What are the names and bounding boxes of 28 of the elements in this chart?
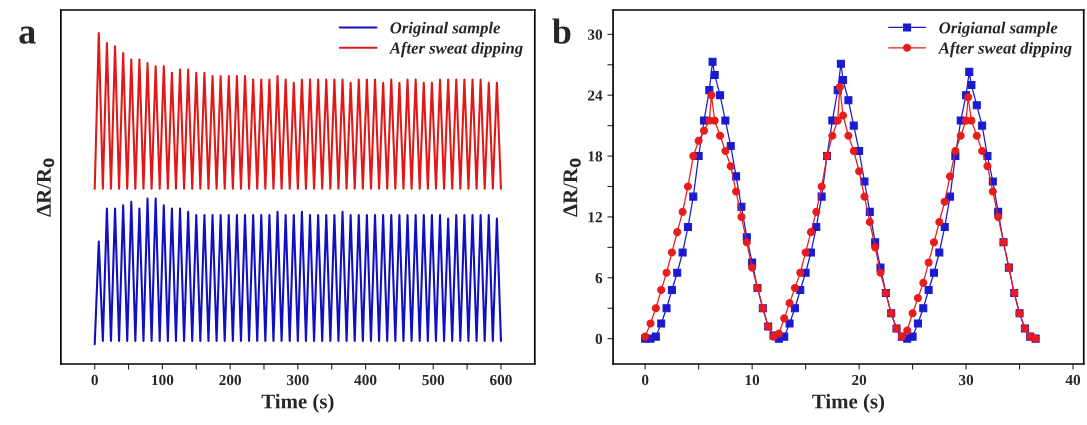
x-tick-label: 0 — [91, 374, 98, 386]
x-tick-label: 500 — [422, 374, 445, 386]
y-tick-label: 6 — [595, 272, 603, 284]
x-tick-label: 600 — [490, 374, 512, 386]
legend-label: After sweat dipping — [937, 41, 1072, 58]
x-tick-label: 40 — [1065, 374, 1081, 386]
x-tick-label: 200 — [219, 374, 242, 386]
y-axis-title: ΔR/R$_{0}$ — [563, 158, 581, 217]
y-tick-label: 18 — [588, 151, 603, 162]
text: b — [552, 18, 571, 44]
x-tick-label: 100 — [152, 374, 174, 386]
legend-label: Original sample — [390, 21, 501, 37]
x-axis-title: Time (s) — [261, 393, 334, 413]
x-tick-label: 20 — [852, 374, 867, 386]
x-axis-title: Time (s) — [812, 393, 885, 413]
legend-label: After sweat dipping — [388, 41, 523, 58]
x-tick-label: 400 — [354, 374, 377, 386]
y-tick-label: 30 — [587, 29, 603, 40]
y-axis-title: ΔR/R$_{0}$ — [36, 158, 55, 217]
y-tick-label: 24 — [588, 90, 603, 101]
x-tick-label: 30 — [959, 374, 974, 386]
y-tick-label: 0 — [595, 333, 603, 345]
x-tick-label: 10 — [745, 374, 760, 386]
text: a — [19, 26, 36, 44]
x-tick-label: 0 — [641, 374, 649, 386]
y-tick-label: 12 — [588, 212, 602, 223]
legend-label: Origianal sample — [939, 21, 1058, 37]
x-tick-label: 300 — [286, 374, 309, 386]
